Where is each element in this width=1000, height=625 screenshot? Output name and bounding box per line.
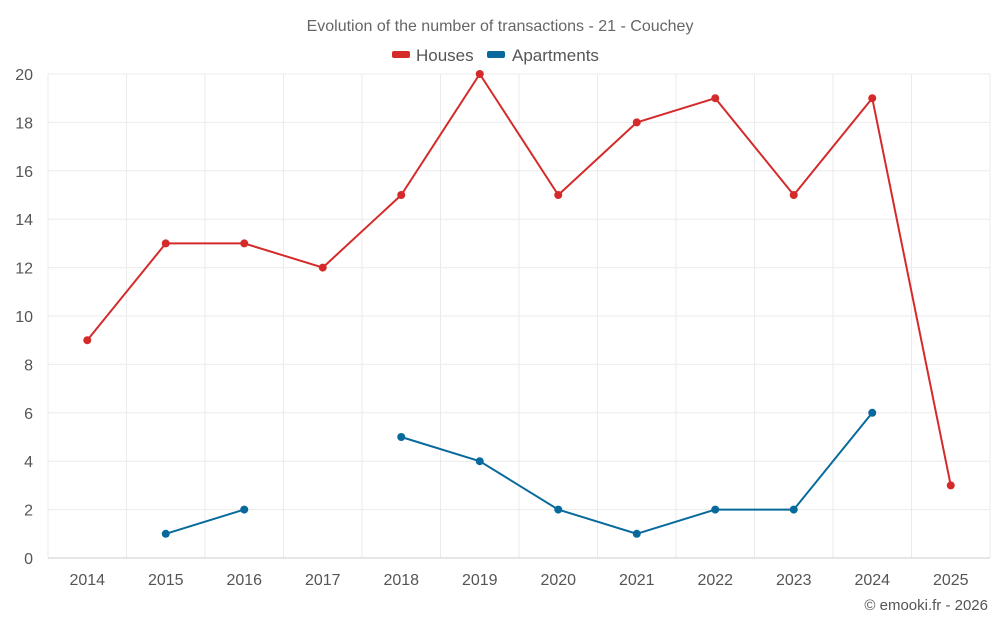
series — [83, 70, 955, 538]
series-line-houses — [86, 73, 952, 486]
x-tick-label: 2015 — [148, 572, 184, 589]
data-point-houses-2025[interactable] — [946, 481, 955, 490]
data-point-houses-2022[interactable] — [711, 94, 720, 103]
credit-text: © emooki.fr - 2026 — [864, 597, 988, 614]
x-tick-label: 2023 — [776, 572, 812, 589]
x-tick-label: 2021 — [619, 572, 655, 589]
legend-swatch-apartments — [487, 51, 505, 58]
data-point-houses-2020[interactable] — [554, 191, 563, 199]
data-point-houses-2015[interactable] — [161, 239, 170, 248]
x-tick-label: 2020 — [540, 572, 576, 589]
x-tick-label: 2018 — [383, 572, 419, 589]
y-tick-label: 6 — [24, 406, 33, 423]
data-point-houses-2021[interactable] — [632, 118, 641, 127]
y-tick-label: 10 — [15, 309, 33, 326]
y-tick-label: 2 — [24, 503, 33, 520]
legend-swatch-houses — [392, 51, 410, 58]
x-tick-label: 2025 — [933, 572, 969, 589]
y-tick-label: 4 — [24, 454, 33, 471]
series-apartments — [161, 408, 877, 538]
data-point-apartments-2019[interactable] — [475, 457, 484, 466]
x-tick-label: 2016 — [226, 572, 262, 589]
data-point-houses-2024[interactable] — [868, 94, 877, 103]
data-point-apartments-2021[interactable] — [632, 529, 641, 538]
data-point-apartments-2024[interactable] — [868, 408, 877, 417]
y-tick-label: 0 — [24, 551, 33, 568]
legend-item-apartments[interactable]: Apartments — [487, 46, 599, 65]
series-houses — [83, 70, 955, 490]
data-point-houses-2016[interactable] — [240, 239, 249, 248]
data-point-apartments-2015[interactable] — [161, 529, 170, 538]
x-tick-label: 2019 — [462, 572, 498, 589]
y-tick-label: 12 — [15, 261, 33, 278]
data-point-houses-2023[interactable] — [789, 191, 798, 199]
x-tick-label: 2024 — [854, 572, 890, 589]
legend[interactable]: Houses Apartments — [392, 46, 599, 65]
data-point-apartments-2016[interactable] — [240, 505, 249, 514]
data-point-apartments-2022[interactable] — [711, 505, 720, 514]
y-axis-ticks: 0 2 4 6 8 10 12 14 16 18 20 — [15, 67, 33, 568]
data-point-houses-2019[interactable] — [475, 70, 484, 78]
data-point-houses-2017[interactable] — [318, 263, 327, 272]
y-tick-label: 18 — [15, 115, 33, 132]
data-point-apartments-2020[interactable] — [554, 505, 563, 514]
y-tick-label: 20 — [15, 67, 33, 84]
y-tick-label: 16 — [15, 164, 33, 181]
data-point-apartments-2018[interactable] — [397, 433, 406, 441]
x-axis-ticks: 2014 2015 2016 2017 2018 2019 2020 2021 2022 2023… — [69, 572, 968, 589]
chart-title: Evolution of the number of transactions … — [307, 18, 694, 35]
data-point-houses-2014[interactable] — [83, 336, 92, 345]
x-tick-label: 2017 — [305, 572, 341, 589]
y-tick-label: 8 — [24, 357, 33, 374]
x-tick-label: 2014 — [69, 572, 105, 589]
legend-label-houses: Houses — [416, 46, 474, 65]
x-tick-label: 2022 — [697, 572, 733, 589]
data-point-apartments-2023[interactable] — [789, 505, 798, 514]
y-tick-label: 14 — [15, 212, 33, 229]
legend-label-apartments: Apartments — [512, 46, 599, 65]
data-point-houses-2018[interactable] — [397, 191, 406, 199]
grid — [47, 73, 991, 559]
legend-item-houses[interactable]: Houses — [392, 46, 474, 65]
